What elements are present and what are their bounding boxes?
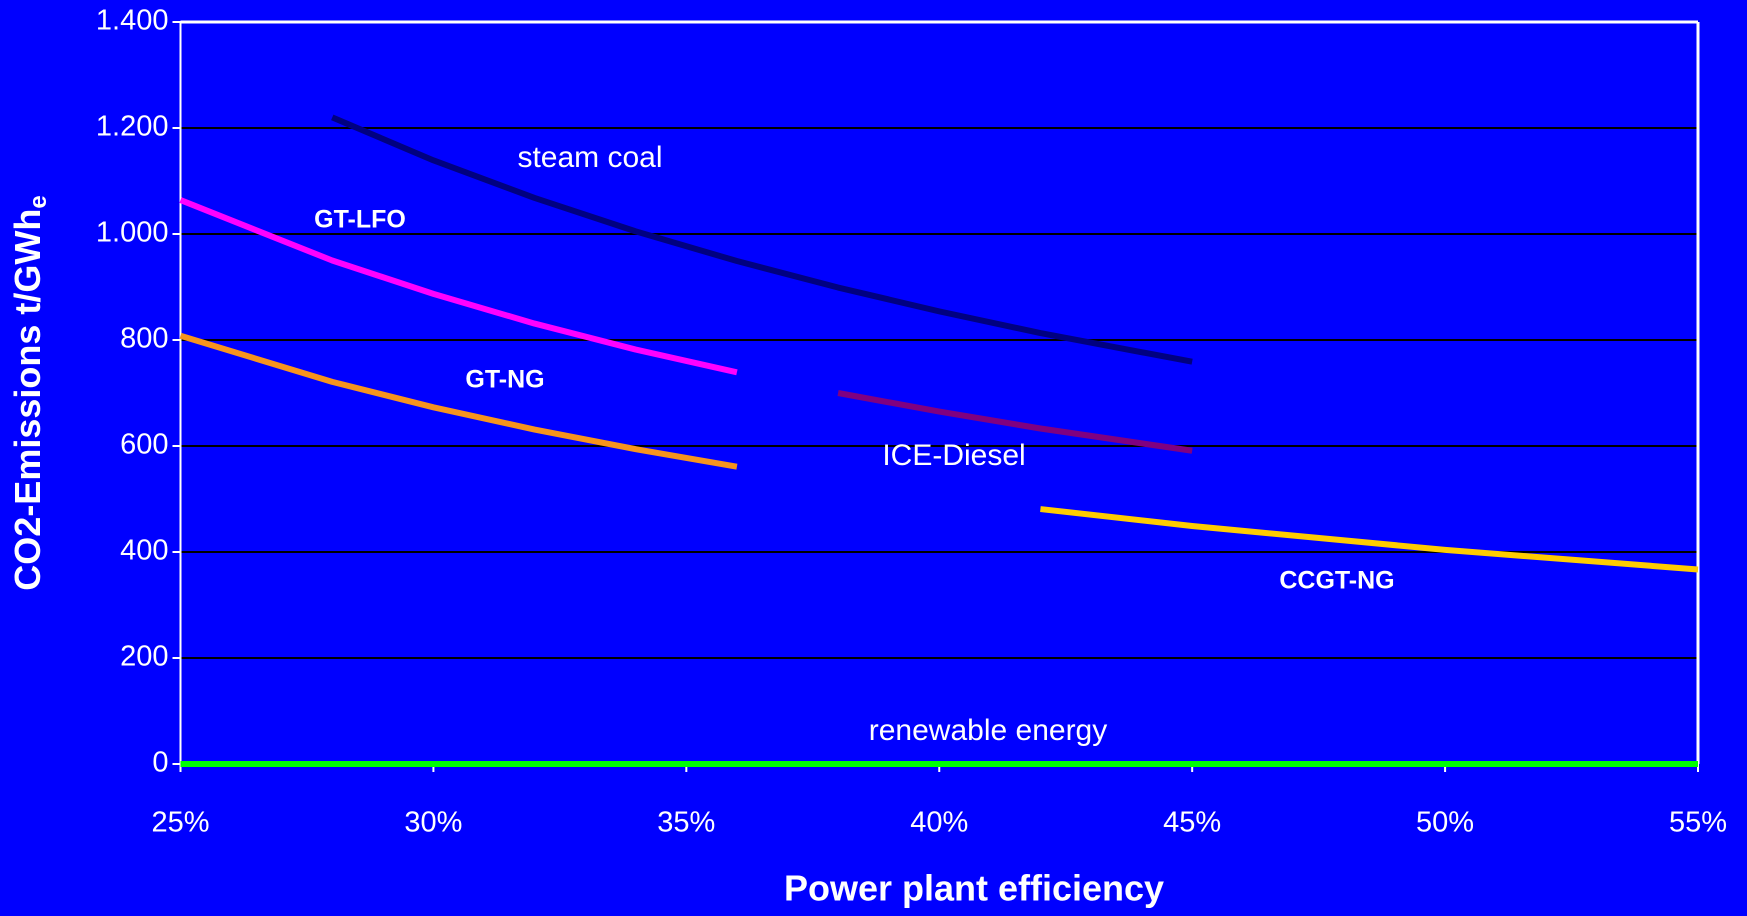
series-label: ICE-Diesel bbox=[882, 439, 1025, 472]
y-tick-label: 600 bbox=[120, 429, 168, 461]
y-tick-label: 800 bbox=[120, 323, 168, 355]
y-tick-label: 200 bbox=[120, 641, 168, 673]
x-tick-label: 30% bbox=[404, 807, 462, 839]
series-line bbox=[1040, 506, 1699, 573]
series-line bbox=[179, 332, 738, 470]
series-label: steam coal bbox=[517, 141, 662, 174]
series-line bbox=[179, 197, 738, 376]
y-tick-label: 1.400 bbox=[96, 5, 169, 37]
x-axis-title: Power plant efficiency bbox=[784, 868, 1164, 909]
series-label: GT-NG bbox=[465, 366, 544, 394]
y-tick-label: 1.000 bbox=[96, 217, 169, 249]
x-tick-label: 45% bbox=[1163, 807, 1221, 839]
series-label: CCGT-NG bbox=[1279, 567, 1394, 595]
x-tick-label: 35% bbox=[657, 807, 715, 839]
series-line bbox=[331, 114, 1193, 365]
y-axis-title-main: CO2-Emissions t/GWh bbox=[7, 209, 48, 591]
x-tick-label: 25% bbox=[151, 807, 209, 839]
x-tick-label: 40% bbox=[910, 807, 968, 839]
y-tick-label: 0 bbox=[152, 747, 168, 779]
series-line bbox=[837, 390, 1193, 454]
series-label: GT-LFO bbox=[314, 206, 406, 234]
x-tick-label: 55% bbox=[1669, 807, 1727, 839]
y-axis-title-subscript: e bbox=[25, 195, 52, 208]
y-axis-title: CO2-Emissions t/GWhe bbox=[7, 195, 53, 590]
y-tick-label: 1.200 bbox=[96, 111, 169, 143]
series-label: renewable energy bbox=[869, 714, 1108, 747]
y-tick-label: 400 bbox=[120, 535, 168, 567]
x-tick-label: 50% bbox=[1416, 807, 1474, 839]
